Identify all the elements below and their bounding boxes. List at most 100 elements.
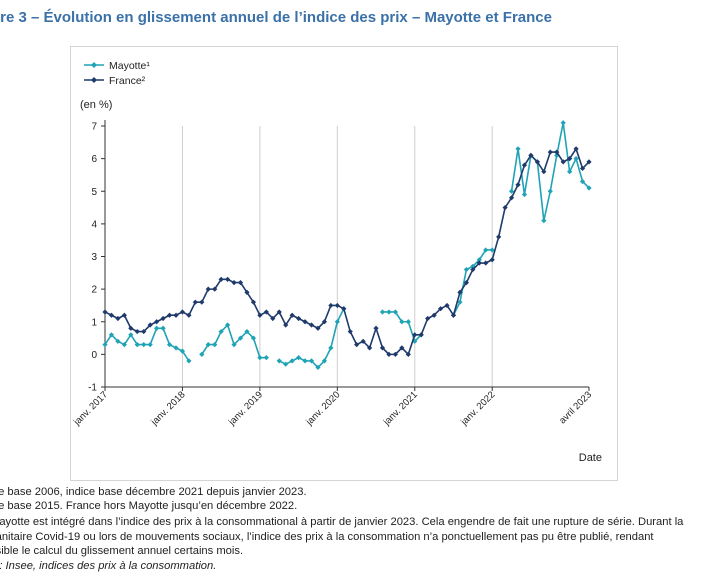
data-point [457,299,463,305]
footnote: ssible le calcul du glissement annuel ce… [0,545,244,557]
data-point [212,341,218,348]
data-point [541,169,547,175]
data-point [160,315,166,322]
x-tick-label: janv. 2021 [381,389,420,428]
data-point [386,309,392,315]
grid-lines [104,126,493,387]
data-point [392,309,398,315]
data-point [166,312,173,318]
y-tick-label: 4 [91,219,97,230]
data-point [263,309,269,315]
data-point [237,335,244,341]
data-point [489,247,495,253]
y-axis-label: (en %) [80,99,112,111]
data-point [250,335,257,341]
data-point [521,162,528,168]
data-point [328,345,334,351]
data-point [186,312,192,318]
data-point [437,306,444,312]
data-point [154,325,160,331]
data-point [128,332,134,338]
data-point [444,302,450,309]
chart-frame [70,46,618,481]
data-point [257,355,263,361]
data-point [508,188,515,194]
data-point [108,312,115,318]
y-tick-label: 5 [91,187,97,198]
data-point [547,149,553,155]
data-point [515,146,521,152]
data-point [102,309,108,315]
data-point [212,286,218,292]
data-point [192,299,198,305]
data-point [573,156,579,162]
data-point [431,312,437,318]
data-point [160,325,166,331]
data-point [321,358,328,364]
data-point [521,191,528,198]
data-point [147,322,153,328]
data-point [173,345,179,351]
series-line-segment [104,327,190,362]
x-tick-label: janv. 2019 [226,389,265,428]
data-point [102,341,108,348]
series-line-segment [510,121,590,222]
data-point [134,328,140,335]
data-point [560,120,566,126]
data-point [328,302,334,309]
data-point [405,351,411,357]
data-point [515,182,521,188]
data-point [199,351,205,357]
y-tick-label: 6 [91,154,97,165]
data-point [554,149,560,155]
data-point [134,341,140,348]
y-tick-label: 0 [91,350,97,361]
data-point [128,325,134,331]
source-note: e : Insee, indices des prix à la consomm… [0,560,217,572]
data-point [354,341,360,348]
data-point [379,309,386,315]
data-point [470,263,476,269]
x-tick-label: janv. 2020 [303,389,342,428]
data-point [412,338,418,344]
data-point [379,345,386,351]
series-line-segment [382,311,422,343]
data-point [586,185,592,191]
x-tick-label: janv. 2017 [71,389,110,428]
data-point [567,156,573,162]
data-point [315,325,321,331]
data-point [386,351,392,357]
data-point [115,315,121,322]
data-point [121,312,127,318]
x-tick-label: janv. 2022 [458,389,497,428]
data-point [179,309,186,315]
data-point [296,315,302,322]
data-point [579,165,586,172]
data-point [547,188,553,194]
data-point [289,312,295,318]
data-point [147,341,153,348]
figure-title: ure 3 – Évolution en glissement annuel d… [0,9,552,26]
data-point [154,319,160,325]
data-point [199,299,205,305]
data-point [141,341,147,348]
data-point [244,328,250,335]
data-point [166,341,173,348]
y-tick-label: 3 [91,252,97,263]
footnote: Mayotte est intégré dans l’indice des pr… [0,516,684,528]
data-point [276,309,282,315]
data-point [405,319,411,325]
data-point [554,152,560,158]
series-line-segment [452,249,493,316]
data-point [321,319,328,325]
data-point [496,234,502,240]
x-tick-label: avril 2023 [557,389,594,426]
data-point [586,159,592,165]
data-point [121,341,127,348]
y-tick-label: -1 [88,383,97,394]
data-point [289,358,295,364]
data-point [528,152,534,158]
footnote: ice base 2006, indice base décembre 2021… [0,486,307,498]
data-point [186,358,192,364]
legend-marker [91,62,97,68]
